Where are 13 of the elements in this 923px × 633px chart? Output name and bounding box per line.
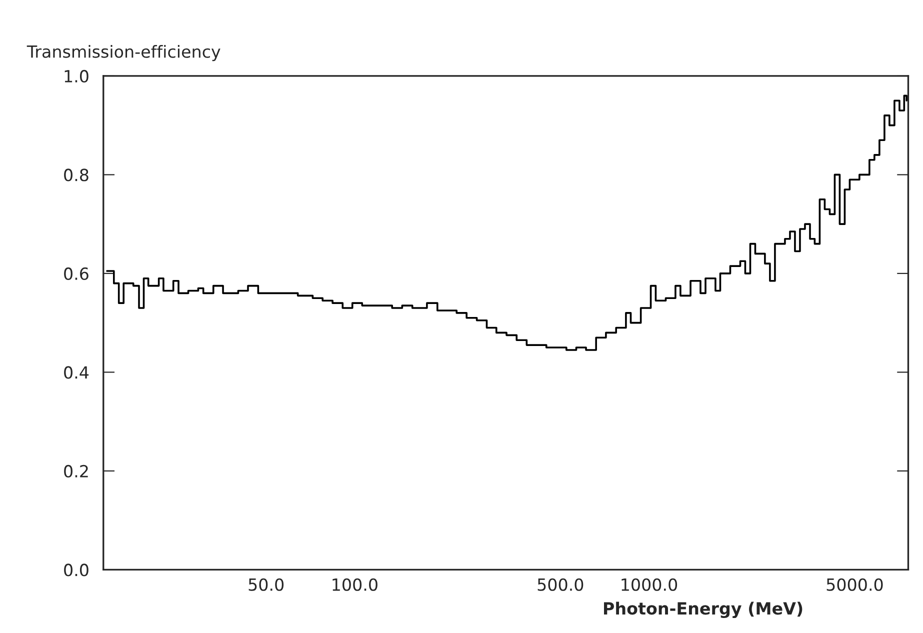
y-tick-label: 0.2 (64, 464, 88, 478)
y-axis-title: Transmission-efficiency (26, 45, 220, 62)
y-tick-label: 0.4 (64, 366, 89, 379)
x-tick-label: 50.0 (248, 578, 284, 591)
y-tick-label: 0.0 (64, 564, 88, 576)
x-tick-label: 5000.0 (826, 578, 883, 591)
y-tick-label: 0.6 (64, 267, 88, 280)
x-tick-label: 500.0 (538, 578, 584, 591)
x-axis-title: Photon-Energy (MeV) (604, 602, 802, 618)
y-tick-label: 0.8 (64, 168, 88, 182)
y-tick-label: 1.0 (64, 70, 88, 83)
x-tick-label: 100.0 (332, 578, 378, 591)
x-tick-label: 1000.0 (622, 578, 678, 591)
